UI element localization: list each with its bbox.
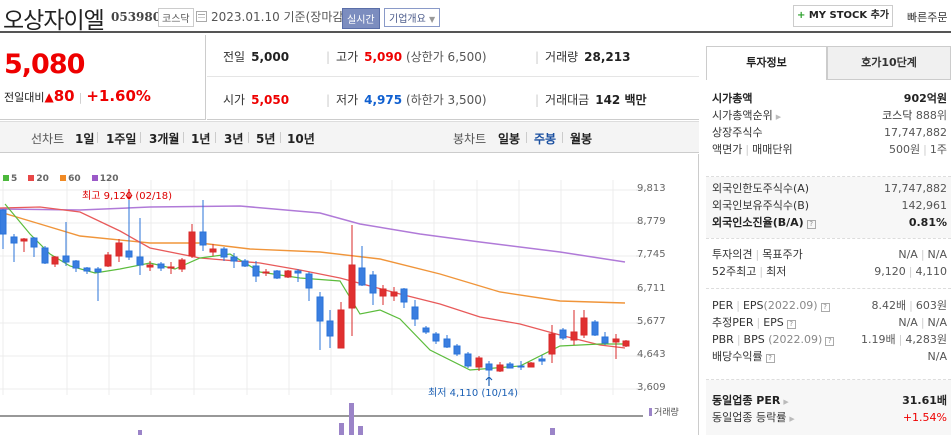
tab-order-book[interactable]: 호가10단계: [827, 46, 951, 80]
ma20-legend[interactable]: 20: [28, 174, 49, 184]
candlestick-chart: [0, 180, 643, 435]
foreign-holding-row: 외국인보유주식수(B) 142,961: [712, 199, 947, 212]
change-label: 전일대비: [4, 91, 45, 104]
realtime-button[interactable]: 실시간: [342, 8, 380, 29]
open-price: 시가 5,050: [223, 93, 290, 107]
range-1year[interactable]: 1년: [191, 132, 211, 146]
price-stats: 전일 5,000 | 고가 5,090 (상한가 6,500) | 거래량 28,213 …: [207, 35, 699, 120]
candle-monthly[interactable]: 월봉: [570, 132, 593, 146]
change-value: 80: [53, 87, 75, 105]
investment-info-panel: 투자정보 호가10단계 시가총액 902억원 시가총액순위 ▶ 코스닥 888위 상장…: [706, 46, 951, 435]
week52-row: 52주최고 | 최저 9,120 | 4,110: [712, 265, 947, 278]
help-icon[interactable]: ?: [820, 303, 830, 312]
company-name: 오상자이엘: [3, 8, 105, 34]
listed-shares-row: 상장주식수 17,747,882: [712, 126, 947, 139]
y-tick: 8,779: [637, 216, 666, 227]
base-date: 2023.01.10 기준(장마감): [211, 10, 349, 24]
ma-legend: 5 20 60 120: [3, 174, 127, 184]
add-my-stock-button[interactable]: + MY STOCK 추가: [793, 5, 893, 27]
y-tick: 4,643: [637, 349, 666, 360]
high-price: | 고가 5,090 (상한가 6,500): [326, 50, 487, 64]
y-tick: 9,813: [637, 183, 666, 194]
candle-chart-label: 봉차트: [453, 132, 487, 146]
pbr-bps-row: PBR | BPS (2022.09)? 1.19배 | 4,283원: [712, 333, 947, 346]
prev-close: 전일 5,000: [223, 50, 290, 64]
foreign-limit-row: 외국인한도주식수(A) 17,747,882: [712, 182, 947, 195]
candle-weekly[interactable]: 주봉: [534, 132, 557, 146]
price-chart[interactable]: 5 20 60 120 최고 9,120 (02/18) 최저 4,110 (1…: [0, 154, 699, 435]
valuation-section: PER | EPS(2022.09)? 8.42배 | 603원 추정PER | EPS? N/…: [706, 297, 951, 365]
market-cap-section: 시가총액 902억원 시가총액순위 ▶ 코스닥 888위 상장주식수 17,747,88…: [706, 90, 951, 158]
per-eps-row: PER | EPS(2022.09)? 8.42배 | 603원: [712, 299, 947, 312]
candle-daily[interactable]: 일봉: [498, 132, 521, 146]
high-annotation: 최고 9,120 (02/18): [82, 191, 173, 202]
industry-section: 동일업종 PER ▶ 31.61배 동일업종 등락률 ▶ +1.54%: [706, 380, 951, 435]
help-icon[interactable]: ?: [825, 337, 835, 346]
range-1day[interactable]: 1일: [75, 132, 95, 146]
foreign-section: 외국인한도주식수(A) 17,747,882 외국인보유주식수(B) 142,961…: [706, 177, 951, 238]
company-overview-dropdown[interactable]: 기업개요 ▼: [384, 8, 441, 27]
stats-row-1: 전일 5,000 | 고가 5,090 (상한가 6,500) | 거래량 28,213: [207, 35, 699, 77]
industry-per-row[interactable]: 동일업종 PER ▶ 31.61배: [712, 394, 947, 407]
y-tick: 6,711: [637, 283, 666, 294]
market-badge: 코스닥: [158, 8, 194, 27]
range-5year[interactable]: 5년: [256, 132, 276, 146]
market-cap-row: 시가총액 902억원: [712, 92, 947, 105]
chart-range-bar: 선차트 1일 1주일 3개월 1년 3년 5년 10년 봉차트 일봉 주봉 월봉: [0, 121, 699, 153]
tab-investment-info[interactable]: 투자정보: [706, 46, 827, 80]
ma120-legend[interactable]: 120: [91, 174, 119, 184]
par-value-row: 액면가 | 매매단위 500원 | 1주: [712, 143, 947, 156]
side-tabs: 투자정보 호가10단계: [706, 46, 951, 80]
price-change: 전일대비▲80 | +1.60%: [4, 87, 151, 105]
change-percent: +1.60%: [86, 87, 151, 105]
quick-order-link[interactable]: 빠른주문: [907, 11, 948, 24]
triangle-right-icon: ▶: [789, 415, 795, 423]
opinion-row: 투자의견 | 목표주가 N/A | N/A: [712, 248, 947, 261]
y-tick: 5,677: [637, 316, 666, 327]
dividend-row: 배당수익률? N/A: [712, 350, 947, 363]
foreign-ratio-row: 외국인소진율(B/A)? 0.81%: [712, 216, 947, 229]
volume: | 거래량 28,213: [535, 50, 631, 64]
stock-code: 053980: [111, 10, 162, 24]
line-chart-label: 선차트: [31, 132, 65, 146]
divider: |: [78, 91, 83, 104]
volume-legend: 거래량: [649, 405, 679, 418]
range-3month[interactable]: 3개월: [149, 132, 180, 146]
triangle-right-icon: ▶: [775, 113, 782, 121]
help-icon[interactable]: ?: [806, 220, 816, 229]
overview-label: 기업개요: [389, 14, 426, 25]
range-3year[interactable]: 3년: [224, 132, 244, 146]
price-summary: 5,080 전일대비▲80 | +1.60%: [0, 35, 206, 120]
help-icon[interactable]: ?: [786, 320, 796, 329]
chevron-down-icon: ▼: [429, 15, 436, 24]
stats-row-2: 시가 5,050 | 저가 4,975 (하한가 3,500) | 거래대금 142 백만: [207, 78, 699, 120]
ma60-legend[interactable]: 60: [60, 174, 81, 184]
y-tick: 7,745: [637, 249, 666, 260]
triangle-right-icon: ▶: [783, 398, 789, 406]
trade-amount: | 거래대금 142 백만: [535, 93, 647, 107]
est-per-eps-row: 추정PER | EPS? N/A | N/A: [712, 316, 947, 329]
up-arrow-icon: ▲: [44, 90, 54, 104]
y-tick: 3,609: [637, 382, 666, 393]
low-price: | 저가 4,975 (하한가 3,500): [326, 93, 487, 107]
range-1week[interactable]: 1주일: [106, 132, 137, 146]
ma5-legend[interactable]: 5: [3, 174, 17, 184]
help-icon[interactable]: ?: [765, 354, 775, 363]
industry-change-row[interactable]: 동일업종 등락률 ▶ +1.54%: [712, 411, 947, 424]
calendar-icon: [196, 11, 207, 22]
low-annotation: 최저 4,110 (10/14): [428, 388, 519, 399]
range-10year[interactable]: 10년: [287, 132, 315, 146]
stock-header: 오상자이엘 053980 코스닥 2023.01.10 기준(장마감) 실시간 …: [0, 0, 951, 34]
opinion-section: 투자의견 | 목표주가 N/A | N/A 52주최고 | 최저 9,120 | 4,110: [706, 246, 951, 280]
market-cap-rank-row[interactable]: 시가총액순위 ▶ 코스닥 888위: [712, 109, 947, 122]
my-stock-label: MY STOCK 추가: [808, 10, 890, 21]
current-price: 5,080: [4, 49, 85, 80]
plus-icon: +: [796, 10, 806, 21]
